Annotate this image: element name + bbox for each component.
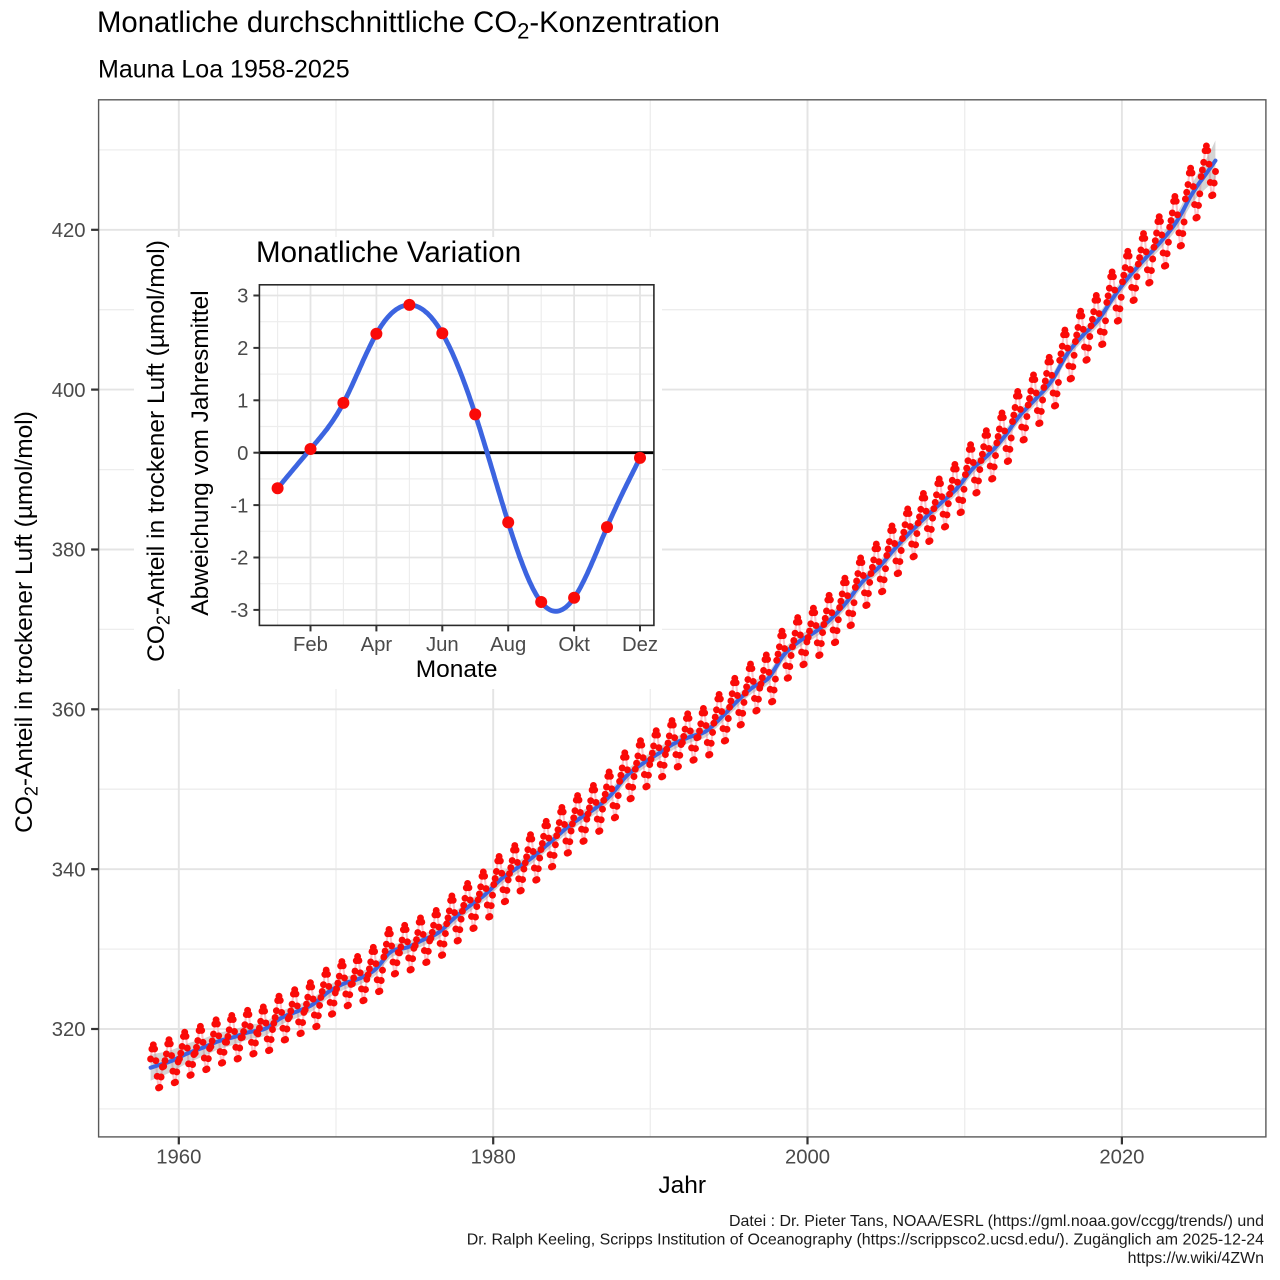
- svg-text:Feb: Feb: [293, 634, 328, 656]
- svg-text:3: 3: [237, 286, 248, 308]
- svg-text:Monatliche durchschnittliche C: Monatliche durchschnittliche CO2-Konzent…: [97, 6, 720, 44]
- svg-text:Okt: Okt: [558, 634, 590, 656]
- svg-text:Abweichung vom Jahresmittel: Abweichung vom Jahresmittel: [187, 290, 214, 615]
- svg-text:Mauna Loa 1958-2025: Mauna Loa 1958-2025: [98, 56, 350, 84]
- svg-text:https://w.wiki/4ZWn: https://w.wiki/4ZWn: [1128, 1250, 1264, 1267]
- svg-text:-1: -1: [230, 495, 248, 517]
- svg-text:320: 320: [52, 1019, 86, 1041]
- svg-text:CO2-Anteil in trockener Luft (: CO2-Anteil in trockener Luft (µmol/mol): [143, 240, 174, 662]
- svg-text:Jahr: Jahr: [658, 1172, 706, 1199]
- svg-text:1980: 1980: [471, 1147, 516, 1169]
- svg-text:360: 360: [52, 700, 86, 722]
- svg-text:-3: -3: [230, 600, 248, 622]
- svg-text:380: 380: [52, 540, 86, 562]
- svg-text:340: 340: [52, 859, 86, 881]
- svg-text:2020: 2020: [1099, 1147, 1144, 1169]
- svg-text:2: 2: [237, 338, 248, 360]
- svg-text:-2: -2: [230, 548, 248, 570]
- svg-text:Monatliche Variation: Monatliche Variation: [256, 236, 521, 269]
- svg-text:Dr. Ralph Keeling, Scripps Ins: Dr. Ralph Keeling, Scripps Institution o…: [467, 1232, 1264, 1249]
- svg-text:1: 1: [237, 391, 248, 413]
- svg-text:Datei : Dr. Pieter Tans, NOAA/: Datei : Dr. Pieter Tans, NOAA/ESRL (http…: [729, 1213, 1264, 1230]
- svg-text:Aug: Aug: [490, 634, 526, 656]
- svg-text:1960: 1960: [156, 1147, 201, 1169]
- svg-text:420: 420: [52, 220, 86, 242]
- svg-text:0: 0: [237, 443, 248, 465]
- svg-text:400: 400: [52, 380, 86, 402]
- svg-text:Monate: Monate: [416, 656, 498, 683]
- svg-text:2000: 2000: [785, 1147, 830, 1169]
- svg-text:Apr: Apr: [361, 634, 393, 656]
- svg-text:Jun: Jun: [426, 634, 459, 656]
- svg-text:Dez: Dez: [622, 634, 658, 656]
- svg-text:CO2-Anteil in trockener Luft (: CO2-Anteil in trockener Luft (µmol/mol): [11, 411, 42, 833]
